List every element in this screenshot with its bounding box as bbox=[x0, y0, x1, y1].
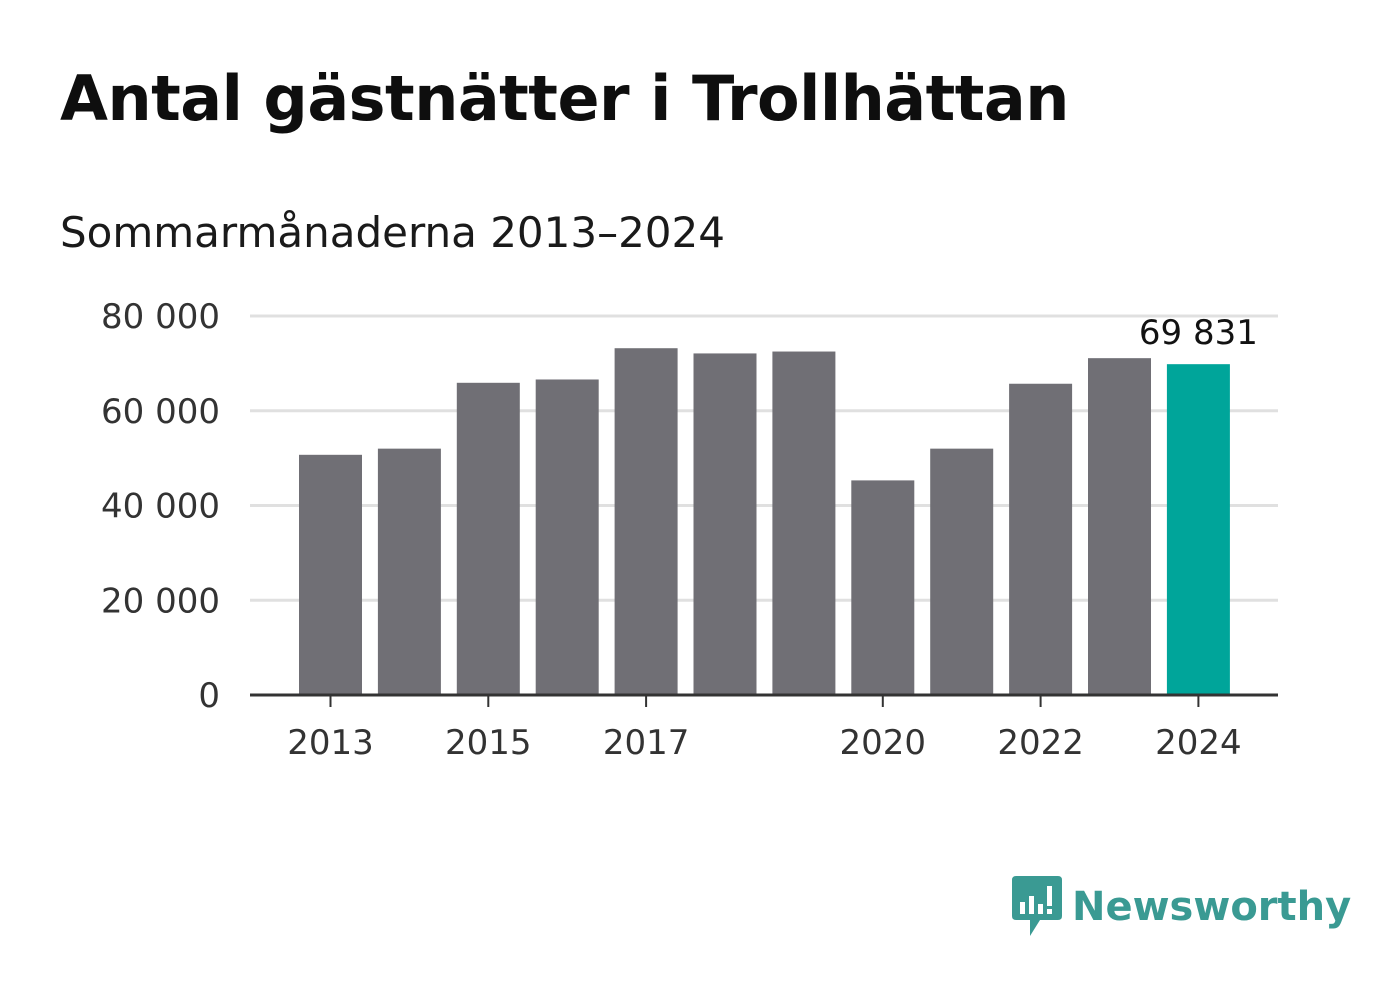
y-tick-label: 80 000 bbox=[101, 297, 220, 337]
newsworthy-logo-icon bbox=[1012, 876, 1062, 936]
data-label: 69 831 bbox=[1139, 313, 1258, 353]
x-axis-ticks: 2013 2015 2017 2020 2022 2024 bbox=[287, 695, 1242, 763]
bar bbox=[930, 448, 994, 695]
x-tick-label: 2020 bbox=[840, 723, 927, 763]
data-labels: 69 831 bbox=[1139, 313, 1258, 353]
chart-subtitle: Sommarmånaderna 2013–2024 bbox=[60, 208, 725, 257]
y-tick-label: 20 000 bbox=[101, 581, 220, 621]
y-tick-label: 0 bbox=[198, 676, 220, 716]
x-tick-label: 2017 bbox=[603, 723, 690, 763]
bar bbox=[614, 348, 678, 695]
x-tick-label: 2024 bbox=[1155, 723, 1242, 763]
bar-highlight bbox=[1166, 364, 1230, 695]
bar bbox=[299, 454, 362, 695]
brand: Newsworthy bbox=[1010, 876, 1351, 938]
y-axis-ticks: 0 20 000 40 000 60 000 80 000 bbox=[101, 297, 220, 716]
bar bbox=[456, 382, 520, 695]
chart-title: Antal gästnätter i Trollhättan bbox=[60, 62, 1069, 135]
bar bbox=[1009, 383, 1073, 695]
x-tick-label: 2022 bbox=[997, 723, 1084, 763]
x-tick-label: 2015 bbox=[445, 723, 532, 763]
bar bbox=[693, 353, 757, 695]
y-tick-label: 60 000 bbox=[101, 392, 220, 432]
bars bbox=[299, 348, 1230, 695]
bar bbox=[772, 351, 836, 695]
bar bbox=[535, 379, 599, 695]
y-tick-label: 40 000 bbox=[101, 487, 220, 527]
bar bbox=[851, 480, 915, 695]
bar bbox=[1088, 358, 1151, 695]
bar bbox=[377, 448, 441, 695]
x-tick-label: 2013 bbox=[287, 723, 374, 763]
brand-name: Newsworthy bbox=[1072, 884, 1352, 930]
